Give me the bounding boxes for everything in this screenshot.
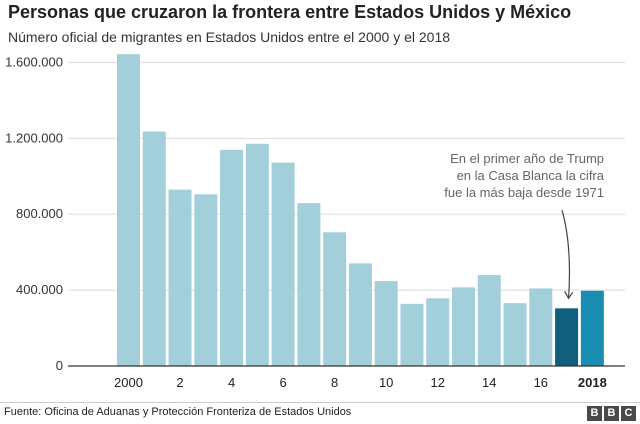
bbc-logo-letter: C xyxy=(621,406,636,421)
bar-2001 xyxy=(142,131,166,366)
chart-title: Personas que cruzaron la frontera entre … xyxy=(8,2,572,22)
bar-2017 xyxy=(555,308,579,366)
annotation-text: fue la más baja desde 1971 xyxy=(444,185,604,200)
x-tick-label: 6 xyxy=(280,375,287,390)
y-tick-label: 1.200.000 xyxy=(5,130,63,145)
bar-2008 xyxy=(323,232,347,366)
bar-2004 xyxy=(220,149,244,366)
x-tick-label: 10 xyxy=(379,375,393,390)
y-tick-label: 0 xyxy=(56,358,63,373)
bar-chart: 0 400.000 800.000 1.200.000 1.600.000 2000 2 4 6… xyxy=(5,54,625,390)
bbc-logo-letter: B xyxy=(587,406,602,421)
y-tick-label: 1.600.000 xyxy=(5,54,63,69)
bbc-logo-letter: B xyxy=(604,406,619,421)
bar-2010 xyxy=(374,281,398,366)
chart-subtitle: Número oficial de migrantes en Estados U… xyxy=(8,29,451,45)
annotation-arrowhead xyxy=(564,291,574,300)
x-tick-label: 4 xyxy=(228,375,235,390)
bar-2000 xyxy=(117,54,140,366)
bar-2016 xyxy=(529,288,553,366)
bar-2006 xyxy=(271,162,295,366)
x-tick-label: 12 xyxy=(431,375,445,390)
bar-2002 xyxy=(168,189,192,366)
bar-2015 xyxy=(503,303,527,366)
bar-2009 xyxy=(348,263,372,366)
annotation-text: En el primer año de Trump xyxy=(450,151,604,166)
annotation-arrow xyxy=(561,209,571,299)
x-tick-label: 14 xyxy=(482,375,496,390)
bar-2014 xyxy=(477,275,501,366)
x-tick-label: 16 xyxy=(534,375,548,390)
bar-2012 xyxy=(426,298,450,366)
bar-2007 xyxy=(297,203,321,366)
bar-2013 xyxy=(452,287,476,366)
x-tick-label: 2018 xyxy=(578,375,607,390)
bar-2005 xyxy=(245,143,269,366)
bar-2018 xyxy=(580,290,604,366)
y-tick-label: 400.000 xyxy=(16,282,63,297)
bbc-logo: B B C xyxy=(587,406,636,421)
footer-divider xyxy=(0,402,640,403)
x-tick-label: 8 xyxy=(331,375,338,390)
bar-2011 xyxy=(400,303,424,366)
source-note: Fuente: Oficina de Aduanas y Protección … xyxy=(4,406,352,418)
x-tick-label: 2 xyxy=(176,375,183,390)
bar-2003 xyxy=(194,194,218,366)
x-tick-label: 2000 xyxy=(114,375,143,390)
y-tick-label: 800.000 xyxy=(16,206,63,221)
annotation-text: en la Casa Blanca la cifra xyxy=(457,168,605,183)
